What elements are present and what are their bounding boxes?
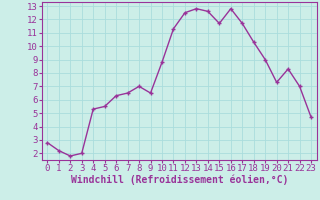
X-axis label: Windchill (Refroidissement éolien,°C): Windchill (Refroidissement éolien,°C) (70, 175, 288, 185)
